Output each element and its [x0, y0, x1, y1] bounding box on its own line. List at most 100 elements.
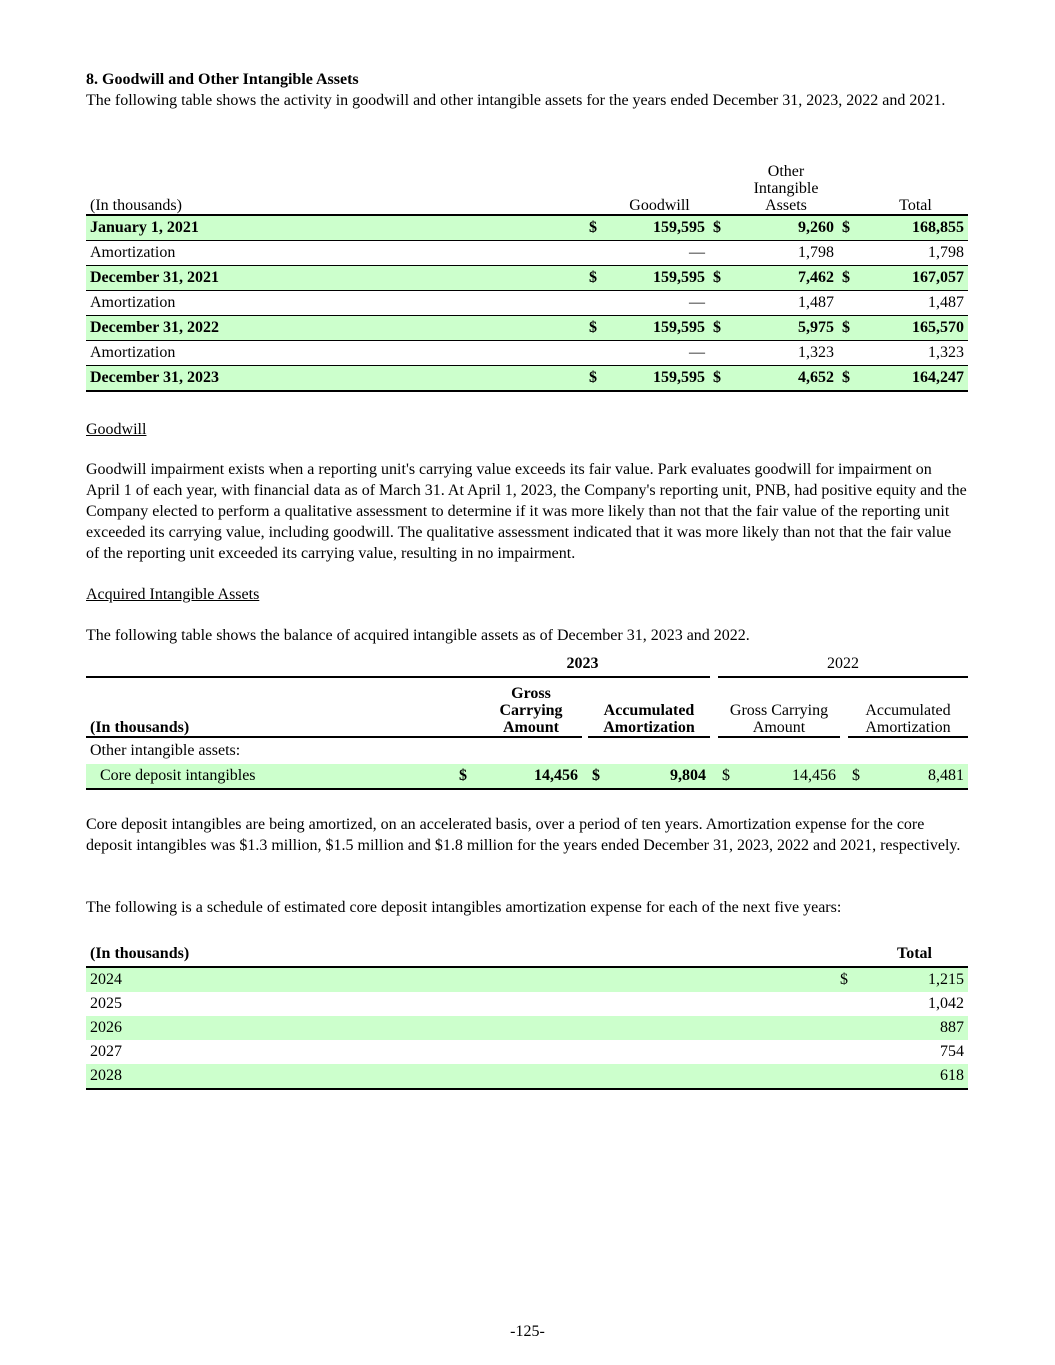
total-value: 1,798 — [863, 240, 968, 266]
amount: 618 — [861, 1064, 968, 1090]
amount: 887 — [861, 1016, 968, 1040]
year-2022-header: 2022 — [718, 652, 968, 678]
table-row: 2026 887 — [86, 1016, 968, 1040]
goodwill-activity-table: (In thousands) Goodwill Other Intangible… — [86, 160, 968, 392]
amortization-schedule-table: (In thousands) Total 2024 $1,215 2025 1,042 2… — [86, 942, 968, 1090]
intro-paragraph: The following table shows the activity i… — [86, 92, 946, 109]
year-2023-header: 2023 — [455, 652, 710, 678]
table-row: 2028 618 — [86, 1064, 968, 1090]
currency: $ — [455, 764, 480, 790]
table-row: 2025 1,042 — [86, 992, 968, 1016]
currency: $ — [709, 315, 734, 341]
goodwill-value: 159,595 — [610, 215, 709, 241]
row-label: Amortization — [86, 240, 585, 266]
currency: $ — [838, 265, 863, 291]
header-total: Total — [863, 160, 968, 216]
total-value: 1,487 — [863, 290, 968, 316]
currency — [585, 290, 610, 316]
currency — [836, 1016, 861, 1040]
currency: $ — [838, 215, 863, 241]
year-label: 2024 — [86, 967, 836, 992]
table-row: 2024 $1,215 — [86, 967, 968, 992]
table-row: Amortization — 1,487 1,487 — [86, 290, 968, 316]
table-row: December 31, 2021 $159,595 $7,462 $167,057 — [86, 265, 968, 291]
accum-2022: 8,481 — [872, 764, 968, 790]
year-label: 2026 — [86, 1016, 836, 1040]
header-gross-2023: Gross Carrying Amount — [480, 678, 582, 738]
table-row: Amortization — 1,798 1,798 — [86, 240, 968, 266]
page-number: -125- — [510, 1323, 545, 1340]
goodwill-value: 159,595 — [610, 315, 709, 341]
currency — [585, 240, 610, 266]
currency — [709, 340, 734, 366]
core-deposit-paragraph: Core deposit intangibles are being amort… — [86, 816, 961, 854]
goodwill-value: — — [610, 240, 709, 266]
total-value: 167,057 — [863, 265, 968, 291]
goodwill-value: 159,595 — [610, 265, 709, 291]
currency — [836, 992, 861, 1016]
gross-2022: 14,456 — [742, 764, 840, 790]
currency: $ — [585, 265, 610, 291]
other-intangible-value: 1,487 — [734, 290, 838, 316]
amount: 1,042 — [928, 995, 964, 1012]
goodwill-value: — — [610, 340, 709, 366]
total-value: 168,855 — [863, 215, 968, 241]
row-label: January 1, 2021 — [86, 215, 585, 241]
currency — [838, 340, 863, 366]
other-intangible-value: 4,652 — [734, 365, 838, 392]
other-intangible-value: 9,260 — [734, 215, 838, 241]
header-label: (In thousands) — [86, 160, 585, 216]
header-goodwill: Goodwill — [610, 160, 709, 216]
amount: 1,215 — [861, 967, 968, 992]
currency: $ — [848, 764, 872, 790]
year-label: 2025 — [90, 995, 122, 1012]
table-row: December 31, 2023 $159,595 $4,652 $164,247 — [86, 365, 968, 392]
currency — [838, 240, 863, 266]
accum-2023: 9,804 — [612, 764, 710, 790]
row-label: Amortization — [86, 290, 585, 316]
currency: $ — [588, 764, 612, 790]
goodwill-heading: Goodwill — [86, 421, 147, 438]
currency — [836, 1064, 861, 1090]
row-label: December 31, 2021 — [86, 265, 585, 291]
currency — [709, 290, 734, 316]
table-row: December 31, 2022 $159,595 $5,975 $165,570 — [86, 315, 968, 341]
currency: $ — [585, 365, 610, 392]
other-intangible-value: 1,798 — [734, 240, 838, 266]
other-intangible-value: 1,323 — [734, 340, 838, 366]
table-row: January 1, 2021 $159,595 $9,260 $168,855 — [86, 215, 968, 241]
header-total: Total — [861, 942, 968, 968]
schedule-table-wrap: (In thousands) Total 2024 $1,215 2025 1,042 2… — [86, 942, 968, 1090]
currency — [836, 1040, 861, 1064]
acquired-intro: The following table shows the balance of… — [86, 627, 750, 644]
row-label: December 31, 2022 — [86, 315, 585, 341]
section-title: 8. Goodwill and Other Intangible Assets — [86, 71, 359, 88]
currency — [709, 240, 734, 266]
gross-2023: 14,456 — [480, 764, 582, 790]
group-label: Other intangible assets: — [90, 742, 241, 759]
currency: $ — [585, 215, 610, 241]
acquired-table-wrap: 2023 2022 (In thousands) Gross Carrying … — [86, 652, 968, 790]
year-label: 2028 — [86, 1064, 836, 1090]
currency: $ — [718, 764, 742, 790]
currency: $ — [709, 265, 734, 291]
table-row: 2027 754 — [86, 1040, 968, 1064]
total-value: 165,570 — [863, 315, 968, 341]
schedule-intro: The following is a schedule of estimated… — [86, 899, 842, 916]
year-label: 2027 — [90, 1043, 122, 1060]
header-accum-2022: Accumulated Amortization — [848, 678, 968, 738]
total-value: 164,247 — [863, 365, 968, 392]
currency: $ — [838, 315, 863, 341]
row-label: December 31, 2023 — [86, 365, 585, 392]
header-label: (In thousands) — [86, 942, 836, 968]
header-other-intangible: Other Intangible Assets — [734, 160, 838, 216]
other-intangible-value: 5,975 — [734, 315, 838, 341]
row-label: Amortization — [86, 340, 585, 366]
acquired-heading: Acquired Intangible Assets — [86, 586, 260, 603]
currency — [585, 340, 610, 366]
amount: 754 — [940, 1043, 964, 1060]
header-accum-2023: Accumulated Amortization — [588, 678, 710, 738]
goodwill-value: — — [610, 290, 709, 316]
goodwill-value: 159,595 — [610, 365, 709, 392]
header-gross-2022: Gross Carrying Amount — [718, 678, 840, 738]
